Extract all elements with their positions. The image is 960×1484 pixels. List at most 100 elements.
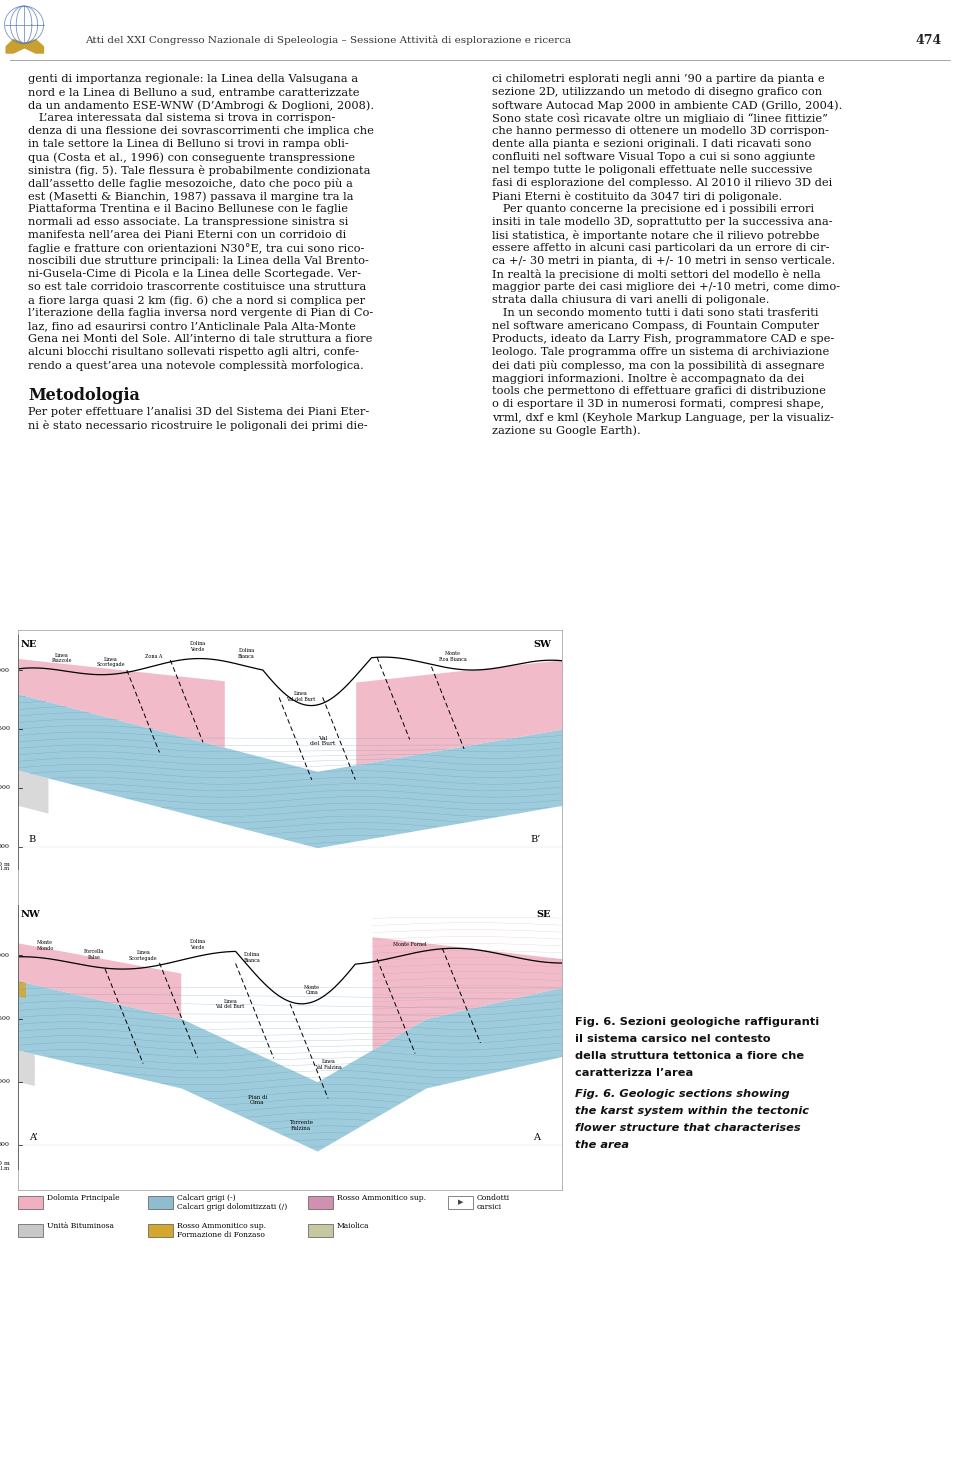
- Text: Pian di
Cima: Pian di Cima: [248, 1095, 267, 1106]
- Text: Calcari grigi (-): Calcari grigi (-): [177, 1195, 235, 1202]
- Text: In un secondo momento tutti i dati sono stati trasferiti: In un secondo momento tutti i dati sono …: [492, 309, 819, 318]
- Text: the karst system within the tectonic: the karst system within the tectonic: [575, 1106, 809, 1116]
- Text: 2000: 2000: [0, 668, 10, 672]
- Text: normali ad esso associate. La transpressione sinistra si: normali ad esso associate. La transpress…: [28, 217, 348, 227]
- Text: Monte
Mondo: Monte Mondo: [36, 941, 54, 951]
- Text: Piattaforma Trentina e il Bacino Bellunese con le faglie: Piattaforma Trentina e il Bacino Bellune…: [28, 203, 348, 214]
- Text: sinistra (fig. 5). Tale flessura è probabilmente condizionata: sinistra (fig. 5). Tale flessura è proba…: [28, 165, 371, 177]
- Text: insiti in tale modello 3D, soprattutto per la successiva ana-: insiti in tale modello 3D, soprattutto p…: [492, 217, 832, 227]
- Text: Fig. 6. Sezioni geologiche raffiguranti: Fig. 6. Sezioni geologiche raffiguranti: [575, 1017, 819, 1027]
- Text: carsici: carsici: [477, 1204, 502, 1211]
- Text: Linea
Val Falzina: Linea Val Falzina: [315, 1060, 342, 1070]
- Text: Dolomia Principale: Dolomia Principale: [47, 1195, 120, 1202]
- Text: genti di importanza regionale: la Linea della Valsugana a: genti di importanza regionale: la Linea …: [28, 74, 358, 85]
- Text: strata dalla chiusura di vari anelli di poligonale.: strata dalla chiusura di vari anelli di …: [492, 295, 770, 306]
- Text: caratterizza l’area: caratterizza l’area: [575, 1068, 693, 1077]
- Bar: [448, 1196, 473, 1208]
- Text: Dolina
Verde: Dolina Verde: [189, 641, 205, 651]
- Text: Forcella
Palse: Forcella Palse: [84, 948, 105, 960]
- Text: della struttura tettonica a fiore che: della struttura tettonica a fiore che: [575, 1051, 804, 1061]
- Text: in tale settore la Linea di Belluno si trovi in rampa obli-: in tale settore la Linea di Belluno si t…: [28, 139, 348, 148]
- Text: est (Masetti & Bianchin, 1987) passava il margine tra la: est (Masetti & Bianchin, 1987) passava i…: [28, 191, 353, 202]
- Text: Torrente
Falzina: Torrente Falzina: [289, 1120, 313, 1131]
- Text: confluiti nel software Visual Topo a cui si sono aggiunte: confluiti nel software Visual Topo a cui…: [492, 151, 815, 162]
- Bar: [308, 1196, 333, 1208]
- Text: Gena nei Monti del Sole. All’interno di tale struttura a fiore: Gena nei Monti del Sole. All’interno di …: [28, 334, 372, 344]
- Text: dall’assetto delle faglie mesozoiche, dato che poco più a: dall’assetto delle faglie mesozoiche, da…: [28, 178, 353, 188]
- Text: ▶: ▶: [458, 1199, 463, 1205]
- Bar: [18, 1223, 43, 1236]
- Text: nel software americano Compass, di Fountain Computer: nel software americano Compass, di Fount…: [492, 321, 819, 331]
- Bar: [18, 1196, 43, 1208]
- Text: Dolina
Verde: Dolina Verde: [189, 939, 205, 950]
- Text: Formazione di Fonzaso: Formazione di Fonzaso: [177, 1232, 265, 1239]
- Text: leologo. Tale programma offre un sistema di archiviazione: leologo. Tale programma offre un sistema…: [492, 347, 829, 358]
- Text: Linea
Scortegade: Linea Scortegade: [96, 656, 125, 668]
- Text: s.l.m: s.l.m: [0, 1166, 10, 1171]
- Text: il sistema carsico nel contesto: il sistema carsico nel contesto: [575, 1034, 771, 1045]
- Text: noscibili due strutture principali: la Linea della Val Brento-: noscibili due strutture principali: la L…: [28, 257, 369, 266]
- Text: Condotti: Condotti: [477, 1195, 510, 1202]
- Text: NW: NW: [21, 910, 40, 919]
- Text: 500 m: 500 m: [0, 1160, 10, 1166]
- Text: dente alla pianta e sezioni originali. I dati ricavati sono: dente alla pianta e sezioni originali. I…: [492, 139, 811, 148]
- Text: Piani Eterni è costituito da 3047 tiri di poligonale.: Piani Eterni è costituito da 3047 tiri d…: [492, 191, 782, 202]
- Text: Per quanto concerne la precisione ed i possibili errori: Per quanto concerne la precisione ed i p…: [492, 203, 814, 214]
- Text: denza di una flessione dei sovrascorrimenti che implica che: denza di una flessione dei sovrascorrime…: [28, 126, 373, 137]
- Text: vrml, dxf e kml (Keyhole Markup Language, per la visualiz-: vrml, dxf e kml (Keyhole Markup Language…: [492, 413, 834, 423]
- Text: o di esportare il 3D in numerosi formati, compresi shape,: o di esportare il 3D in numerosi formati…: [492, 399, 824, 410]
- Text: Sono state così ricavate oltre un migliaio di “linee fittizie”: Sono state così ricavate oltre un miglia…: [492, 113, 828, 125]
- Text: so est tale corridoio trascorrente costituisce una struttura: so est tale corridoio trascorrente costi…: [28, 282, 367, 292]
- Text: Dolina
Bianca: Dolina Bianca: [244, 953, 260, 963]
- Text: l’iterazione della faglia inversa nord vergente di Pian di Co-: l’iterazione della faglia inversa nord v…: [28, 309, 373, 318]
- Text: Atti del XXI Congresso Nazionale di Speleologia – Sessione Attività di esplorazi: Atti del XXI Congresso Nazionale di Spel…: [85, 36, 571, 45]
- Text: Products, ideato da Larry Fish, programmatore CAD e spe-: Products, ideato da Larry Fish, programm…: [492, 334, 834, 344]
- Text: Calcari grigi dolomitizzati (/): Calcari grigi dolomitizzati (/): [177, 1204, 287, 1211]
- Text: ni-Gusela-Cime di Picola e la Linea delle Scortegade. Ver-: ni-Gusela-Cime di Picola e la Linea dell…: [28, 269, 361, 279]
- Text: Maiolica: Maiolica: [337, 1221, 370, 1230]
- Text: Rosso Ammonitico sup.: Rosso Ammonitico sup.: [337, 1195, 426, 1202]
- Text: Metodologia: Metodologia: [28, 387, 140, 404]
- Text: s.l.m: s.l.m: [0, 867, 10, 871]
- Text: 1500: 1500: [0, 727, 10, 732]
- Text: che hanno permesso di ottenere un modello 3D corrispon-: che hanno permesso di ottenere un modell…: [492, 126, 829, 137]
- Text: software Autocad Map 2000 in ambiente CAD (Grillo, 2004).: software Autocad Map 2000 in ambiente CA…: [492, 99, 842, 111]
- Text: Per poter effettuare l’analisi 3D del Sistema dei Piani Eter-: Per poter effettuare l’analisi 3D del Si…: [28, 407, 370, 417]
- Text: tools che permettono di effettuare grafici di distribuzione: tools che permettono di effettuare grafi…: [492, 386, 826, 396]
- Text: Linea
Val del Burt: Linea Val del Burt: [216, 999, 245, 1009]
- Text: 1000: 1000: [0, 1079, 10, 1085]
- Text: Monte Fornel: Monte Fornel: [393, 942, 426, 947]
- Text: SW: SW: [533, 640, 551, 649]
- Text: manifesta nell’area dei Piani Eterni con un corridoio di: manifesta nell’area dei Piani Eterni con…: [28, 230, 347, 240]
- Text: 1000: 1000: [0, 785, 10, 791]
- Text: ca +/- 30 metri in pianta, di +/- 10 metri in senso verticale.: ca +/- 30 metri in pianta, di +/- 10 met…: [492, 257, 835, 266]
- Text: Zona A: Zona A: [145, 654, 162, 659]
- Bar: [308, 1223, 333, 1236]
- Text: da un andamento ESE-WNW (D’Ambrogi & Doglioni, 2008).: da un andamento ESE-WNW (D’Ambrogi & Dog…: [28, 99, 374, 111]
- Text: a fiore larga quasi 2 km (fig. 6) che a nord si complica per: a fiore larga quasi 2 km (fig. 6) che a …: [28, 295, 365, 306]
- Text: sezione 2D, utilizzando un metodo di disegno grafico con: sezione 2D, utilizzando un metodo di dis…: [492, 88, 822, 96]
- Text: Val
del Burt: Val del Burt: [310, 736, 335, 746]
- Text: Monte
Roa Bianca: Monte Roa Bianca: [440, 651, 468, 662]
- Text: B’: B’: [530, 835, 540, 844]
- Text: NE: NE: [21, 640, 37, 649]
- Bar: [148, 1223, 173, 1236]
- Text: Monte
Cima: Monte Cima: [303, 984, 320, 996]
- Text: maggior parte dei casi migliore dei +/-10 metri, come dimo-: maggior parte dei casi migliore dei +/-1…: [492, 282, 840, 292]
- Text: 1500: 1500: [0, 1017, 10, 1021]
- Text: ni è stato necessario ricostruire le poligonali dei primi die-: ni è stato necessario ricostruire le pol…: [28, 420, 368, 430]
- Text: nel tempo tutte le poligonali effettuate nelle successive: nel tempo tutte le poligonali effettuate…: [492, 165, 812, 175]
- Text: fasi di esplorazione del complesso. Al 2010 il rilievo 3D dei: fasi di esplorazione del complesso. Al 2…: [492, 178, 832, 188]
- Text: alcuni blocchi risultano sollevati rispetto agli altri, confe-: alcuni blocchi risultano sollevati rispe…: [28, 347, 359, 358]
- Text: B: B: [29, 835, 36, 844]
- Text: 500: 500: [0, 844, 10, 849]
- Text: L’area interessata dal sistema si trova in corrispon-: L’area interessata dal sistema si trova …: [28, 113, 335, 123]
- Text: faglie e fratture con orientazioni N30°E, tra cui sono rico-: faglie e fratture con orientazioni N30°E…: [28, 243, 365, 254]
- Text: A: A: [533, 1132, 540, 1141]
- Text: the area: the area: [575, 1140, 629, 1150]
- Text: essere affetto in alcuni casi particolari da un errore di cir-: essere affetto in alcuni casi particolar…: [492, 243, 829, 252]
- Text: flower structure that characterises: flower structure that characterises: [575, 1123, 801, 1132]
- Text: dei dati più complesso, ma con la possibilità di assegnare: dei dati più complesso, ma con la possib…: [492, 361, 825, 371]
- Text: 500 m: 500 m: [0, 862, 10, 867]
- Text: 474: 474: [916, 34, 942, 46]
